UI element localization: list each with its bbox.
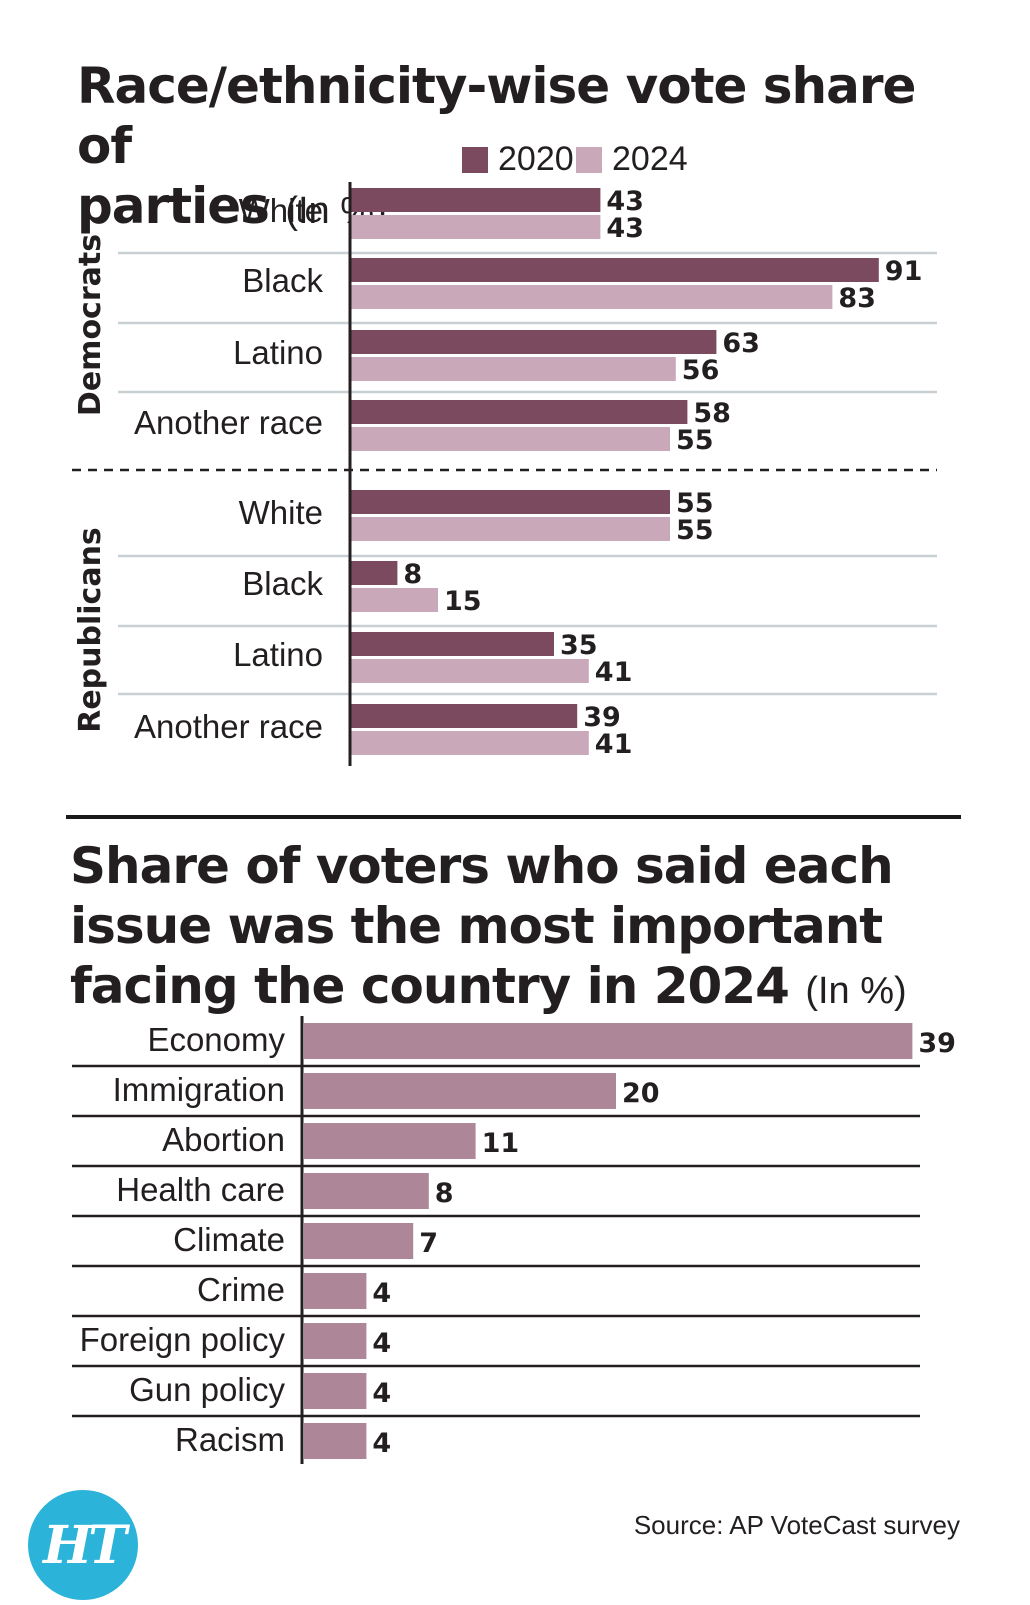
bar-immigration xyxy=(304,1073,616,1109)
value-label: 4 xyxy=(372,1378,391,1409)
category-label: Black xyxy=(242,262,323,299)
value-label: 15 xyxy=(444,586,482,617)
chart2-unit: (In %) xyxy=(805,970,907,1012)
value-label: 83 xyxy=(838,283,876,314)
group-label-democrats: Democrats xyxy=(73,234,108,416)
bar-foreign-policy xyxy=(304,1323,367,1359)
value-label: 4 xyxy=(372,1278,391,1309)
bar-democrats-another-race-2020 xyxy=(351,400,688,424)
ht-logo-text: HT xyxy=(43,1514,127,1576)
bar-democrats-black-2024 xyxy=(351,285,833,309)
chart1-title-text: Race/ethnicity-wise vote share of parties xyxy=(77,57,916,235)
legend-swatch-2020 xyxy=(462,146,488,173)
chart2-title-text: Share of voters who said each issue was … xyxy=(70,837,894,1015)
bar-economy xyxy=(304,1023,913,1059)
category-label: Latino xyxy=(233,636,323,673)
category-label: Racism xyxy=(175,1421,285,1458)
value-label: 55 xyxy=(676,488,714,519)
category-label: Crime xyxy=(197,1271,285,1308)
category-label: Another race xyxy=(134,708,323,745)
category-label: Gun policy xyxy=(129,1371,285,1408)
value-label: 39 xyxy=(583,702,621,733)
category-label: Foreign policy xyxy=(80,1321,286,1358)
value-label: 56 xyxy=(682,355,720,386)
bar-health-care xyxy=(304,1173,429,1209)
value-label: 41 xyxy=(595,657,633,688)
category-label: White xyxy=(239,494,323,531)
value-label: 55 xyxy=(676,515,714,546)
source-note: Source: AP VoteCast survey xyxy=(633,1510,960,1540)
bar-gun-policy xyxy=(304,1373,367,1409)
bar-racism xyxy=(304,1423,367,1459)
category-label: Another race xyxy=(134,404,323,441)
bar-abortion xyxy=(304,1123,476,1159)
legend-item-2024: 2024 xyxy=(576,140,688,179)
value-label: 11 xyxy=(482,1128,520,1159)
category-label: White xyxy=(239,192,323,229)
value-label: 91 xyxy=(885,256,923,287)
value-label: 55 xyxy=(676,425,714,456)
bar-republicans-latino-2024 xyxy=(351,659,589,683)
bar-democrats-white-2020 xyxy=(351,188,601,212)
bar-climate xyxy=(304,1223,414,1259)
category-label: Immigration xyxy=(113,1071,285,1108)
section-divider xyxy=(66,815,961,819)
legend-item-2020: 2020 xyxy=(462,140,574,179)
value-label: 8 xyxy=(435,1178,454,1209)
bar-republicans-white-2020 xyxy=(351,490,670,514)
ht-logo: HT xyxy=(28,1490,138,1600)
value-label: 43 xyxy=(606,186,644,217)
value-label: 8 xyxy=(403,559,422,590)
bar-crime xyxy=(304,1273,367,1309)
value-label: 4 xyxy=(372,1328,391,1359)
bar-republicans-black-2020 xyxy=(351,561,398,585)
value-label: 39 xyxy=(918,1028,956,1059)
value-label: 41 xyxy=(595,729,633,760)
bar-democrats-latino-2024 xyxy=(351,357,676,381)
bar-democrats-another-race-2024 xyxy=(351,427,670,451)
value-label: 43 xyxy=(606,213,644,244)
bar-democrats-latino-2020 xyxy=(351,330,717,354)
bar-republicans-latino-2020 xyxy=(351,632,554,656)
value-label: 35 xyxy=(560,630,598,661)
bar-republicans-white-2024 xyxy=(351,517,670,541)
category-label: Health care xyxy=(116,1171,285,1208)
value-label: 20 xyxy=(622,1078,660,1109)
legend-swatch-2024 xyxy=(576,146,602,173)
value-label: 7 xyxy=(419,1228,438,1259)
chart2-title: Share of voters who said each issue was … xyxy=(70,836,990,1021)
bar-democrats-white-2024 xyxy=(351,215,601,239)
bar-republicans-another-race-2024 xyxy=(351,731,589,755)
value-label: 63 xyxy=(722,328,760,359)
category-label: Economy xyxy=(147,1021,285,1058)
bar-republicans-black-2024 xyxy=(351,588,438,612)
category-label: Abortion xyxy=(162,1121,285,1158)
bar-republicans-another-race-2020 xyxy=(351,704,578,728)
bar-democrats-black-2020 xyxy=(351,258,879,282)
category-label: Climate xyxy=(173,1221,285,1258)
legend-label-2024: 2024 xyxy=(612,140,688,178)
group-label-republicans: Republicans xyxy=(73,527,108,733)
value-label: 58 xyxy=(693,398,731,429)
value-label: 4 xyxy=(372,1428,391,1459)
legend-label-2020: 2020 xyxy=(498,140,574,178)
category-label: Latino xyxy=(233,334,323,371)
category-label: Black xyxy=(242,565,323,602)
